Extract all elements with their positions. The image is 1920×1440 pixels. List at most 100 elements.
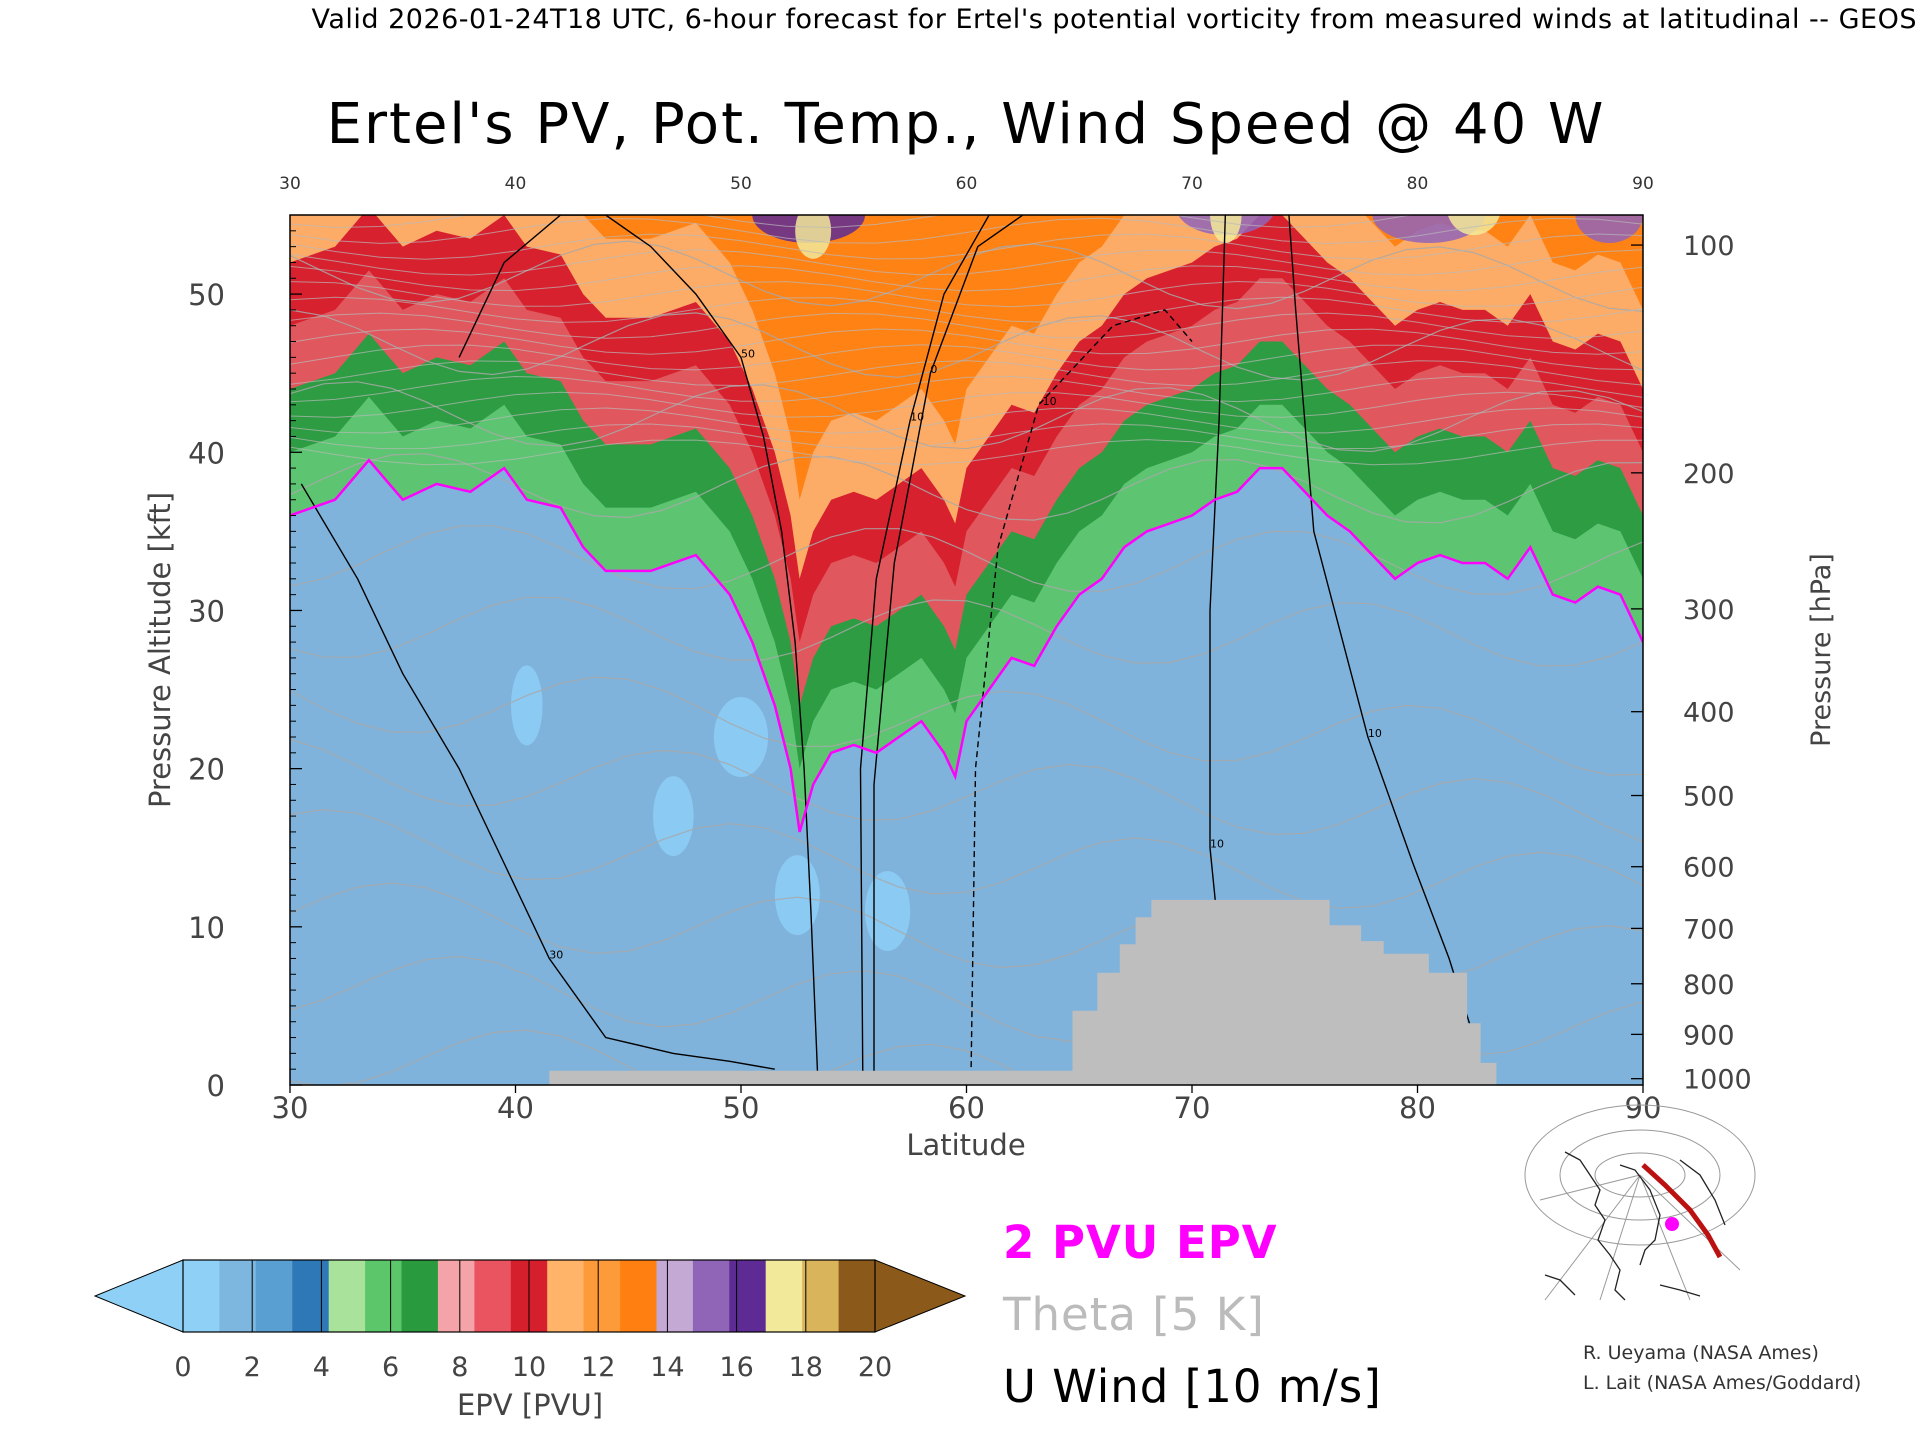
p-tick-label-700: 700: [1683, 914, 1735, 945]
map-grid: [1524, 1104, 1756, 1301]
x-top-label-50: 50: [730, 174, 752, 194]
colorbar-swatch-12: [620, 1260, 658, 1332]
colorbar-swatch-8: [474, 1260, 512, 1332]
theta-strato-12: [290, 249, 1643, 276]
colorbar-swatch-2: [255, 1260, 293, 1332]
x-top-label-90: 90: [1632, 174, 1654, 194]
x-tick-label-50: 50: [723, 1091, 760, 1125]
theta-strato-5: [290, 360, 1643, 387]
u-wind-line-6: [1288, 215, 1475, 1038]
colorbar-tick-14: 14: [650, 1352, 684, 1383]
x-tick-label-40: 40: [497, 1091, 534, 1125]
colorbar-swatch-11: [583, 1260, 621, 1332]
colorbar-tick-6: 6: [382, 1352, 399, 1383]
x-axis-top: 30 40 50 60 70 80 90: [279, 174, 1654, 194]
u-wind-line-1: [859, 215, 992, 1078]
theta-contour-380: [290, 381, 1643, 453]
u-wind-line-3: [970, 309, 1193, 1078]
colorbar-tick-0: 0: [174, 1352, 191, 1383]
theta-strato-2: [290, 407, 1643, 434]
u-wind-line-0: [458, 215, 819, 1078]
y-tick-label-20: 20: [188, 753, 225, 787]
colorbar-swatch-1: [219, 1260, 257, 1332]
theta-contour-400: [290, 240, 1643, 312]
map-marker: [1665, 1217, 1679, 1231]
p-tick-label-600: 600: [1683, 853, 1735, 884]
colorbar-tick-8: 8: [451, 1352, 468, 1383]
colorbar-swatch-7: [437, 1260, 475, 1332]
theta-contour-320: [290, 808, 1643, 909]
pvu-2-line: [290, 458, 1643, 833]
terrain-mask: [549, 899, 1497, 1085]
colorbar: 0 2 4 6 8 10 12 14 16 18 20: [93, 1259, 967, 1383]
p-tick-label-900: 900: [1683, 1020, 1735, 1051]
x-top-label-80: 80: [1407, 174, 1429, 194]
x-tick-label-90: 90: [1625, 1091, 1662, 1125]
theta-strato-6: [290, 344, 1643, 371]
p-tick-label-300: 300: [1683, 595, 1735, 626]
colorbar-swatch-16: [765, 1260, 803, 1332]
colorbar-swatch-15: [729, 1260, 767, 1332]
colorbar-swatch-3: [292, 1260, 330, 1332]
map-cross-section-track: [1641, 1163, 1723, 1259]
epv-low-patch-3: [653, 776, 694, 857]
y-axis-left-label: Pressure Altitude [kft]: [143, 492, 177, 808]
y-tick-label-50: 50: [188, 278, 225, 312]
colorbar-tick-16: 16: [719, 1352, 753, 1383]
legend-theta: Theta [5 K]: [1002, 1288, 1265, 1341]
u-wind-line-4: [300, 483, 775, 1070]
u-wind-contours: 50 10 0 -10 30 10 10: [300, 215, 1475, 1078]
x-tick-label-30: 30: [272, 1091, 309, 1125]
x-tick-label-80: 80: [1399, 1091, 1436, 1125]
theta-strato-9: [290, 296, 1643, 323]
p-tick-label-200: 200: [1683, 459, 1735, 490]
x-top-label-70: 70: [1181, 174, 1203, 194]
theta-strato-3: [290, 391, 1643, 418]
colorbar-tick-18: 18: [789, 1352, 823, 1383]
colorbar-swatch-17: [802, 1260, 840, 1332]
y-axis-right: 100 200 300 400 500 600 700 800 900 1000: [1631, 231, 1752, 1096]
x-tick-label-70: 70: [1174, 1091, 1211, 1125]
theta-strato-11: [290, 265, 1643, 292]
legend-wind: U Wind [10 m/s]: [1003, 1360, 1382, 1413]
epv-high-blob-5: [1447, 215, 1500, 236]
colorbar-swatch-13: [656, 1260, 694, 1332]
colorbar-tick-10: 10: [512, 1352, 546, 1383]
x-tick-label-60: 60: [948, 1091, 985, 1125]
colorbar-under-arrow: [93, 1259, 184, 1333]
colorbar-swatch-14: [692, 1260, 730, 1332]
valid-time-header: Valid 2026-01-24T18 UTC, 6-hour forecast…: [311, 4, 1917, 35]
locator-map: [1524, 1104, 1756, 1301]
epv-low-patch-4: [510, 665, 543, 746]
colorbar-tick-12: 12: [581, 1352, 615, 1383]
y-tick-label-0: 0: [207, 1069, 225, 1103]
y-tick-label-30: 30: [188, 594, 225, 628]
colorbar-tick-4: 4: [313, 1352, 330, 1383]
theta-strato-14: [290, 217, 1643, 245]
colorbar-tick-20: 20: [858, 1352, 892, 1383]
colorbar-swatch-18: [838, 1260, 876, 1332]
p-tick-label-1000: 1000: [1683, 1065, 1752, 1096]
y-axis-left: 0 10 20 30 40 50: [188, 230, 302, 1103]
u-wind-label-5: 10: [1210, 838, 1224, 851]
theta-contour-390: [290, 309, 1643, 381]
colorbar-swatch-5: [365, 1260, 403, 1332]
u-wind-label-1: 10: [910, 411, 924, 424]
x-axis-bottom: 30 40 50 60 70 80 90: [272, 1085, 1662, 1125]
chart-title: Ertel's PV, Pot. Temp., Wind Speed @ 40 …: [327, 92, 1606, 157]
x-axis-label: Latitude: [906, 1128, 1025, 1162]
theta-strato-1: [290, 423, 1643, 450]
credit-line-1: R. Ueyama (NASA Ames): [1583, 1342, 1819, 1364]
theta-contour-340: [290, 676, 1643, 776]
y-tick-label-10: 10: [188, 911, 225, 945]
theta-contour-330: [290, 738, 1643, 843]
p-tick-label-400: 400: [1683, 698, 1735, 729]
theta-strato-10: [290, 280, 1643, 308]
plot-area: 50 10 0 -10 30 10 10: [289, 214, 1644, 1086]
colorbar-swatch-6: [401, 1260, 439, 1332]
u-wind-label-3: -10: [1039, 395, 1057, 408]
terrain-fill: [549, 899, 1497, 1085]
colorbar-swatch-10: [547, 1260, 585, 1332]
colorbar-swatch-4: [328, 1260, 366, 1332]
